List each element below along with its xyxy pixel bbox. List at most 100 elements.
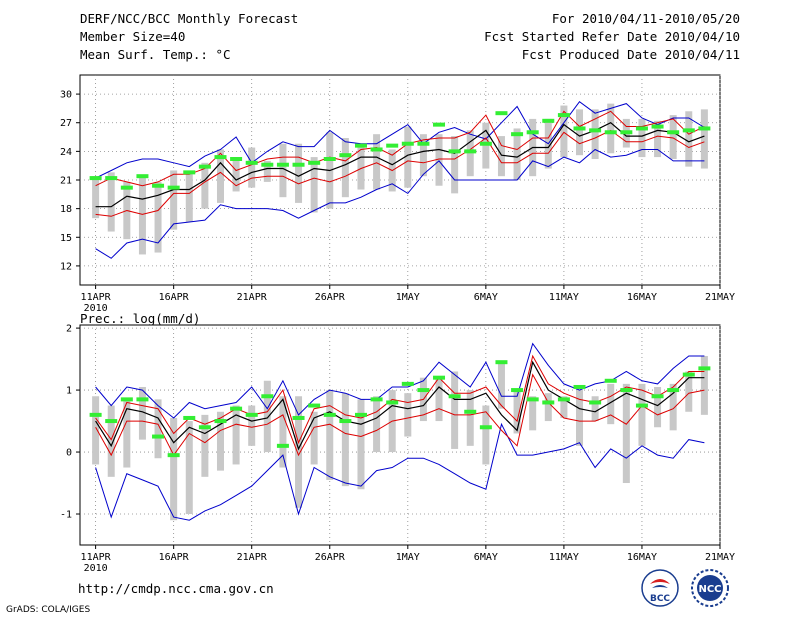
temp-spread-box <box>279 143 287 198</box>
temp-spread-box <box>310 157 318 213</box>
precip-xtick-label: 26APR <box>315 552 346 563</box>
temp-spread-box <box>700 109 708 169</box>
member-size: Member Size=40 <box>80 29 186 44</box>
temp-spread-box <box>373 134 381 190</box>
temp-observed-marker <box>511 132 524 137</box>
temp-min-line <box>95 148 705 259</box>
temp-xtick-label: 21APR <box>237 292 268 303</box>
temp-observed-marker <box>698 126 711 131</box>
precip-observed-marker <box>323 412 336 417</box>
temp-ytick-label: 30 <box>60 90 72 101</box>
precip-observed-marker <box>464 409 477 414</box>
temp-observed-marker <box>448 149 461 154</box>
temp-xtick-label: 11APR <box>81 292 112 303</box>
precip-spread-box <box>310 411 318 465</box>
temp-xtick-label: 21MAY <box>705 292 735 303</box>
temp-observed-marker <box>433 122 446 127</box>
temp-spread-box <box>138 176 146 255</box>
temp-observed-marker <box>323 157 336 161</box>
precip-observed-marker <box>667 388 680 393</box>
temp-spread-box <box>685 111 693 167</box>
temp-spread-box <box>201 162 209 209</box>
ncc-logo-text: NCC <box>698 584 721 595</box>
precip-spread-box <box>248 405 256 446</box>
temp-lower-line <box>95 129 705 217</box>
precip-observed-marker <box>635 403 648 408</box>
temp-observed-marker <box>651 124 664 129</box>
precip-observed-marker <box>526 397 539 402</box>
precip-observed-marker <box>433 375 446 380</box>
temp-spread-box <box>654 120 662 158</box>
temp-observed-marker <box>526 130 539 135</box>
temp-spread-box <box>92 176 100 219</box>
precip-observed-marker <box>511 388 524 393</box>
header-right: For 2010/04/11-2010/05/20 Fcst Started Re… <box>484 10 740 64</box>
precip-spread-box <box>201 414 209 477</box>
temp-observed-marker <box>370 147 383 152</box>
precip-observed-marker <box>276 443 289 448</box>
temp-observed-marker <box>620 130 633 135</box>
precip-observed-marker <box>651 394 664 399</box>
precip-ytick-label: 2 <box>66 324 72 335</box>
temp-observed-marker <box>386 143 399 148</box>
temp-spread-box <box>154 181 162 253</box>
precip-observed-marker <box>401 381 414 386</box>
precip-xtick-label: 11MAY <box>549 552 579 563</box>
precip-observed-marker <box>245 412 258 417</box>
temp-spread-box <box>295 143 303 203</box>
precip-observed-marker <box>604 378 617 383</box>
precip-observed-marker <box>682 372 695 377</box>
temp-observed-marker <box>401 141 414 146</box>
precip-spread-box <box>138 386 146 440</box>
precip-mean-line <box>95 360 705 451</box>
precip-upper-line <box>95 354 705 445</box>
precip-xtick-label: 16APR <box>159 552 190 563</box>
precip-spread-box <box>607 383 615 425</box>
source-url[interactable]: http://cmdp.ncc.cma.gov.cn <box>78 581 274 596</box>
temp-spread-box <box>607 103 615 154</box>
temp-observed-marker <box>308 160 321 165</box>
precip-observed-marker <box>105 419 118 424</box>
temp-spread-box <box>185 172 193 222</box>
bcc-logo-icon: BCC <box>641 569 679 607</box>
temp-ytick-label: 24 <box>60 147 72 158</box>
chart-title: DERF/NCC/BCC Monthly Forecast <box>80 11 299 26</box>
precip-spread-box <box>591 396 599 422</box>
temp-upper-line <box>95 110 705 187</box>
precip-spread-box <box>576 390 584 446</box>
precip-observed-marker <box>495 360 508 365</box>
temp-observed-marker <box>105 176 118 181</box>
temp-spread-box <box>591 109 599 159</box>
precip-spread-box <box>185 421 193 515</box>
precip-spread-box <box>482 405 490 465</box>
temp-observed-marker <box>542 118 555 123</box>
temp-max-line <box>95 101 705 179</box>
temp-spread-box <box>170 170 178 230</box>
temp-spread-box <box>560 105 568 158</box>
temp-observed-marker <box>604 130 617 135</box>
precip-observed-marker <box>261 394 274 399</box>
precip-xtick-label: 21MAY <box>705 552 735 563</box>
precip-observed-marker <box>120 397 133 402</box>
precip-observed-marker <box>89 412 102 417</box>
precip-lower-line <box>95 373 705 457</box>
temp-observed-marker <box>557 113 570 118</box>
temp-observed-marker <box>198 164 211 169</box>
precip-spread-box <box>435 377 443 422</box>
temp-spread-box <box>451 136 459 194</box>
precip-min-line <box>95 422 705 521</box>
precip-observed-marker <box>230 406 243 411</box>
precip-max-line <box>95 342 705 419</box>
temp-spread-box <box>357 143 365 190</box>
temp-xtick-label: 16APR <box>159 292 190 303</box>
precip-spread-box <box>685 371 693 412</box>
forecast-period: For 2010/04/11-2010/05/20 <box>551 11 740 26</box>
temp-spread-box <box>669 115 677 159</box>
temp-observed-marker <box>354 143 367 148</box>
temp-spread-box <box>435 134 443 186</box>
temp-spread-box <box>576 109 584 156</box>
precip-spread-box <box>404 393 412 437</box>
temp-observed-marker <box>589 128 602 133</box>
precip-spread-box <box>544 393 552 422</box>
precip-observed-marker <box>308 403 321 408</box>
